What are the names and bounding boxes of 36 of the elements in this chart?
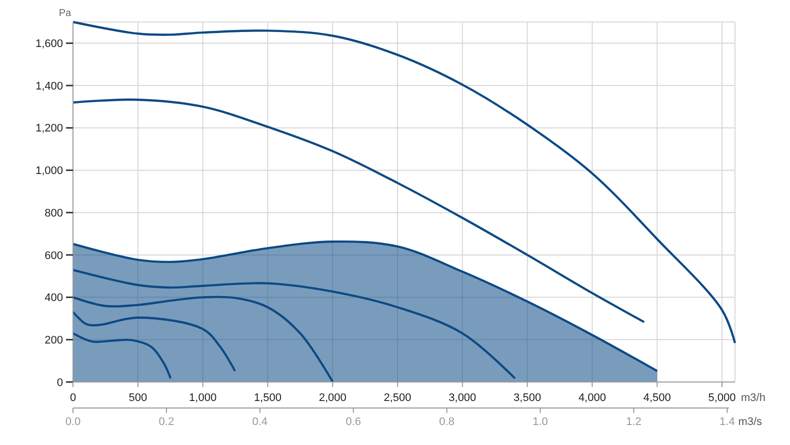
line-series xyxy=(72,310,236,372)
x-tick-label: 4,500 xyxy=(643,392,671,404)
x-tick-label: 2,000 xyxy=(318,392,346,404)
y-tick-label: 1,200 xyxy=(35,122,63,135)
y-tick-label: 200 xyxy=(44,334,63,346)
y-tick-label: 800 xyxy=(44,207,63,220)
y-tick-label: 0 xyxy=(56,376,63,389)
line-series xyxy=(72,332,172,380)
x-tick-label: 4,000 xyxy=(578,392,606,404)
y-tick-label: 600 xyxy=(44,250,63,262)
line-series xyxy=(72,98,646,324)
x-tick-label: 1,000 xyxy=(189,392,217,404)
x2-tick-label: 1.0 xyxy=(532,416,548,428)
line-series xyxy=(72,296,334,383)
y-tick-label: 400 xyxy=(44,292,63,304)
x2-tick-label: 0.2 xyxy=(158,416,174,428)
line-series xyxy=(72,268,516,380)
x-tick-label: 0 xyxy=(70,392,76,404)
y-tick-label: 1,600 xyxy=(35,38,63,50)
x2-tick-label: 0.0 xyxy=(65,416,81,428)
x2-tick-label: 1.2 xyxy=(626,416,642,428)
x2-tick-label: 0.8 xyxy=(439,416,454,428)
x2-tick-label: 0.6 xyxy=(346,416,362,428)
x-tick-label: 2,500 xyxy=(384,392,412,404)
x2-axis-title: m3/s xyxy=(738,416,763,428)
x2-tick-label: 1.4 xyxy=(720,416,735,428)
y-axis-title: Pa xyxy=(58,8,72,19)
y-tick-label: 1,000 xyxy=(35,165,63,178)
x-tick-label: 1,500 xyxy=(254,392,282,404)
x-axis-title: m3/h xyxy=(741,392,766,404)
x2-tick-label: 0.4 xyxy=(252,416,268,428)
x-tick-label: 500 xyxy=(128,392,148,404)
y-tick-label: 1,400 xyxy=(35,80,63,92)
x-tick-label: 3,500 xyxy=(514,392,542,404)
x-tick-label: 3,000 xyxy=(448,392,476,404)
x-tick-label: 5,000 xyxy=(708,392,736,404)
